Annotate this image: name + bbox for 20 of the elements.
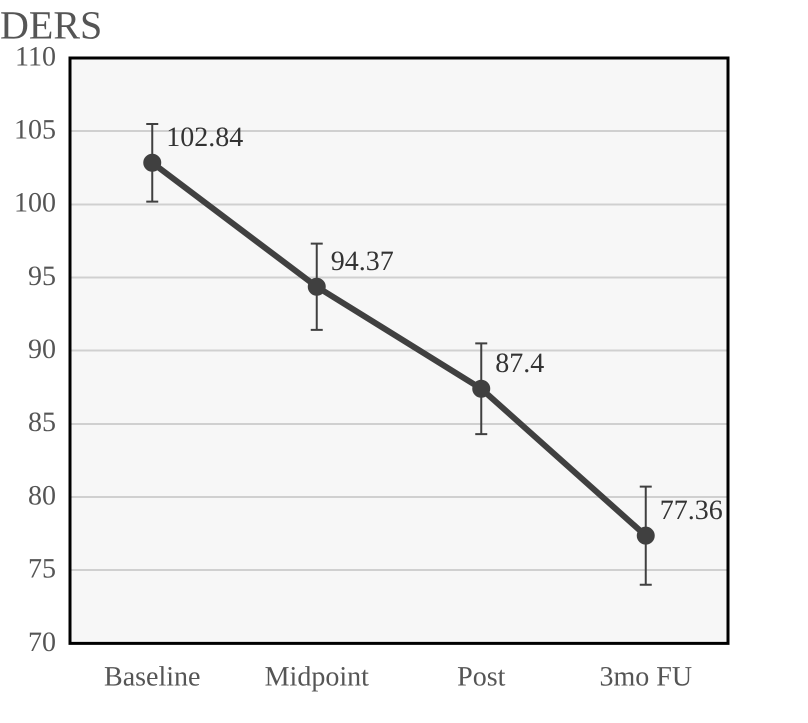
point: [472, 380, 490, 398]
x-tick-label: Baseline: [104, 662, 200, 693]
point: [143, 154, 162, 172]
y-tick-label: 70: [28, 626, 56, 658]
data-label: 87.4: [495, 348, 544, 380]
x-tick-label: Midpoint: [264, 662, 370, 693]
y-tick-label: 100: [14, 188, 56, 219]
x-tick-label: 3mo FU: [599, 662, 692, 693]
y-tick-label: 85: [28, 407, 56, 438]
data-label: 102.84: [166, 122, 244, 154]
data-label: 77.36: [660, 495, 723, 526]
y-tick-label: 105: [14, 114, 56, 146]
y-tick-label: 80: [28, 480, 56, 512]
data-label: 94.37: [330, 246, 394, 278]
y-tick-label: 95: [28, 260, 56, 292]
x-tick-label: Post: [457, 662, 506, 693]
y-tick-label: 90: [28, 334, 56, 366]
point: [636, 526, 655, 545]
y-tick-label: 75: [28, 554, 56, 585]
point: [308, 278, 326, 296]
